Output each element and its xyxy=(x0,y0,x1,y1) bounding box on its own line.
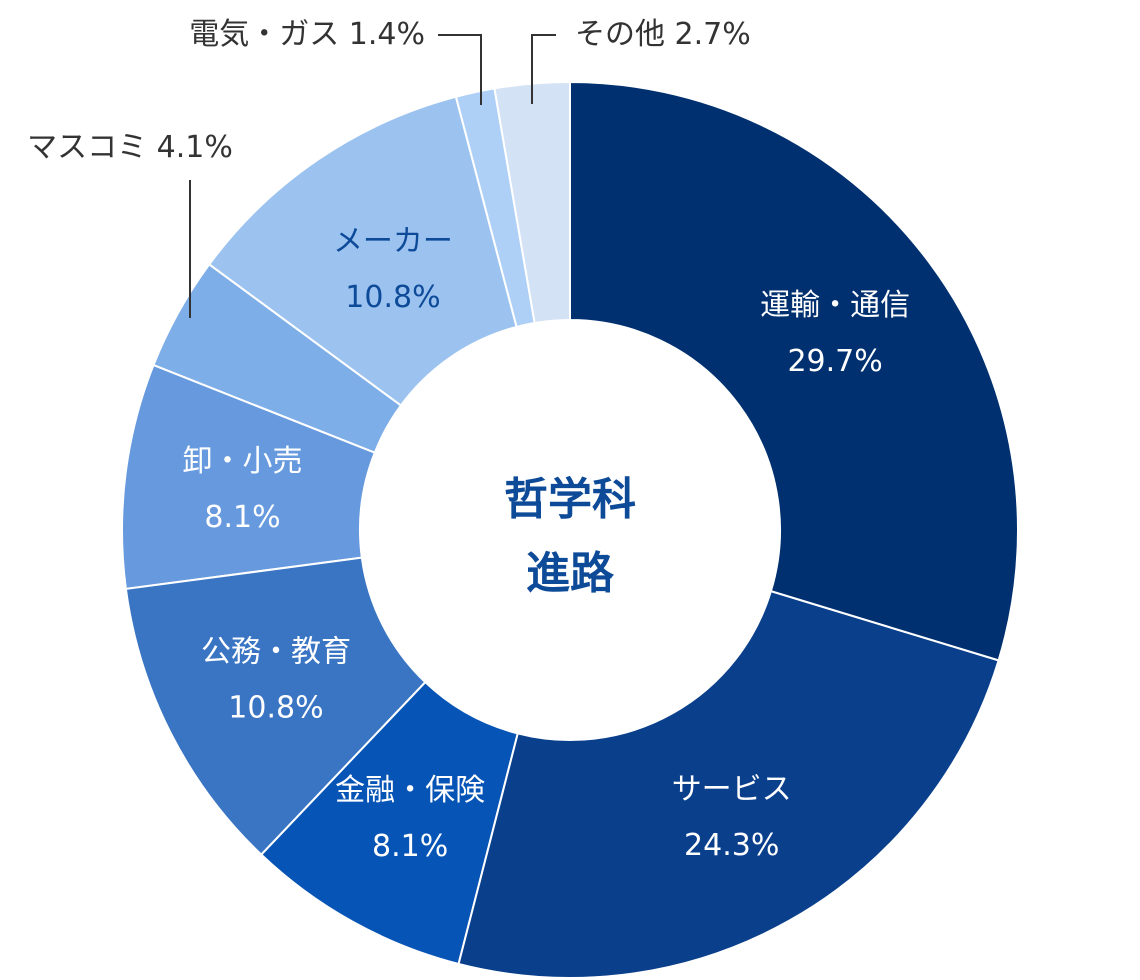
center-text: 進路 xyxy=(526,548,615,599)
category-label: その他 xyxy=(575,17,665,52)
value-label: 8.1% xyxy=(204,500,280,535)
category-label: マスコミ xyxy=(27,130,147,165)
slice-label: 電気・ガス 1.4% xyxy=(189,17,425,52)
category-label: 電気・ガス xyxy=(189,17,339,52)
category-label: 公務・教育 xyxy=(201,634,351,669)
slice xyxy=(121,363,377,591)
slice xyxy=(124,556,427,857)
value-label: 8.1% xyxy=(372,829,448,864)
value-label: 4.1% xyxy=(157,130,233,165)
value-label: 2.7% xyxy=(675,17,751,52)
slice xyxy=(457,589,1000,979)
slice xyxy=(454,87,536,329)
value-label: 10.8% xyxy=(228,690,323,725)
category-label: サービス xyxy=(672,772,792,807)
slice xyxy=(152,263,403,454)
center-text: 哲学科 xyxy=(504,474,636,525)
value-label: 29.7% xyxy=(787,344,882,379)
slice-label: マスコミ 4.1% xyxy=(27,130,233,165)
value-label: 1.4% xyxy=(349,17,425,52)
slice-label: その他 2.7% xyxy=(575,17,751,52)
value-label: 24.3% xyxy=(684,828,779,863)
leader-line xyxy=(438,34,482,105)
slice xyxy=(207,95,518,407)
category-label: 運輸・通信 xyxy=(760,288,910,323)
slice xyxy=(259,680,519,966)
category-label: 卸・小売 xyxy=(182,444,302,479)
category-label: メーカー xyxy=(333,224,453,259)
slice xyxy=(569,80,1019,662)
value-label: 10.8% xyxy=(345,280,440,315)
category-label: 金融・保険 xyxy=(335,773,485,808)
leader-line xyxy=(531,34,556,104)
